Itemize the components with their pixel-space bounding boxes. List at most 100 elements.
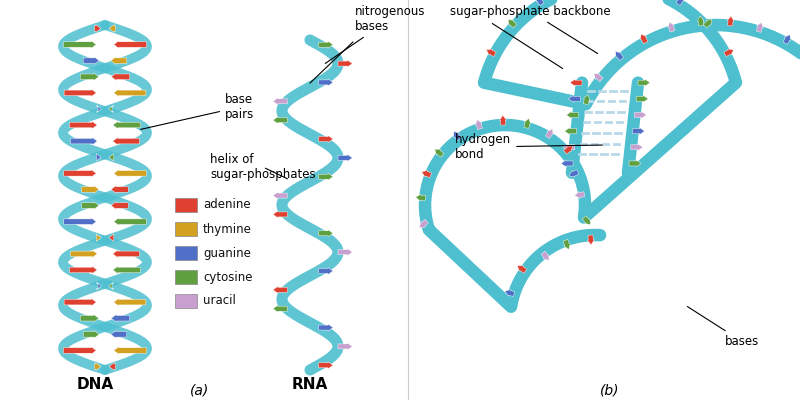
FancyArrow shape [94,363,101,370]
FancyArrow shape [109,154,114,161]
FancyArrow shape [111,314,130,322]
FancyArrow shape [563,144,575,151]
Text: bases: bases [687,306,759,348]
FancyArrow shape [273,117,287,124]
FancyArrow shape [83,330,99,338]
FancyArrow shape [727,16,734,26]
FancyArrow shape [82,186,99,193]
FancyArrow shape [422,170,432,178]
FancyArrow shape [434,149,444,157]
FancyArrow shape [338,249,352,256]
FancyArrow shape [629,160,641,167]
FancyArrow shape [641,34,648,44]
FancyArrow shape [415,194,426,201]
FancyArrow shape [318,41,333,48]
Text: guanine: guanine [203,246,251,260]
FancyArrow shape [64,89,96,96]
FancyArrow shape [70,250,98,258]
FancyArrow shape [508,20,517,28]
Text: adenine: adenine [203,198,250,212]
FancyArrow shape [113,266,141,274]
FancyArrow shape [563,146,573,154]
FancyArrow shape [338,60,352,67]
FancyArrow shape [475,120,482,130]
FancyArrow shape [518,266,526,273]
Bar [175,246,197,260]
FancyArrow shape [505,290,514,296]
FancyArrow shape [756,22,763,32]
Text: RNA: RNA [292,377,328,392]
FancyArrow shape [703,20,712,28]
FancyArrow shape [454,131,462,141]
FancyArrow shape [114,170,146,177]
FancyArrow shape [111,57,126,64]
FancyArrow shape [318,136,333,142]
FancyArrow shape [582,216,590,225]
FancyArrow shape [70,137,98,145]
Text: thymine: thymine [203,222,252,236]
FancyArrow shape [318,173,333,180]
FancyArrow shape [83,57,99,64]
FancyArrow shape [594,74,603,82]
FancyArrow shape [113,250,139,258]
FancyArrow shape [114,298,146,306]
FancyArrow shape [318,268,333,274]
FancyArrow shape [114,89,146,96]
FancyArrow shape [587,235,594,245]
FancyArrow shape [70,121,97,129]
Text: cytosine: cytosine [203,270,253,284]
FancyArrow shape [546,129,553,138]
FancyArrow shape [668,22,675,32]
FancyArrow shape [318,362,333,369]
FancyArrow shape [338,343,352,350]
Text: (b): (b) [600,384,620,398]
Text: uracil: uracil [203,294,236,308]
Text: sugar-phosphate backbone: sugar-phosphate backbone [450,5,610,54]
FancyArrow shape [563,240,570,250]
FancyArrow shape [338,154,352,161]
FancyArrow shape [583,95,590,105]
FancyArrow shape [565,128,577,135]
FancyArrow shape [82,202,99,209]
FancyArrow shape [109,282,114,290]
FancyArrow shape [64,218,96,225]
FancyArrow shape [111,330,126,338]
Text: hydrogen
bond: hydrogen bond [455,133,602,161]
FancyArrow shape [273,286,287,293]
FancyArrow shape [96,154,101,161]
FancyArrow shape [318,230,333,237]
FancyArrow shape [783,35,790,44]
FancyArrow shape [541,251,549,260]
FancyArrow shape [80,73,98,80]
Bar [175,294,197,308]
FancyArrow shape [566,112,578,118]
Text: helix of
sugar-phosphates: helix of sugar-phosphates [210,153,316,181]
FancyArrow shape [561,160,573,167]
FancyArrow shape [631,144,643,151]
FancyArrow shape [114,218,146,225]
FancyArrow shape [114,347,146,354]
Text: nitrogenous
bases: nitrogenous bases [326,5,426,64]
FancyArrow shape [63,347,96,354]
FancyArrow shape [638,79,650,86]
FancyArrow shape [96,234,101,242]
FancyArrow shape [70,266,97,274]
FancyArrow shape [615,52,624,60]
FancyArrow shape [524,118,531,128]
FancyArrow shape [111,202,128,209]
FancyArrow shape [574,192,585,198]
FancyArrow shape [273,192,287,199]
FancyArrow shape [568,95,580,102]
FancyArrow shape [273,98,287,105]
FancyArrow shape [109,25,115,32]
Text: DNA: DNA [77,377,114,392]
FancyArrow shape [114,41,146,48]
FancyArrow shape [273,305,287,312]
FancyArrow shape [419,219,428,228]
FancyArrow shape [96,105,102,113]
FancyArrow shape [570,79,582,86]
FancyArrow shape [486,49,496,56]
FancyArrow shape [111,73,130,80]
FancyArrow shape [499,115,506,125]
FancyArrow shape [113,137,139,145]
